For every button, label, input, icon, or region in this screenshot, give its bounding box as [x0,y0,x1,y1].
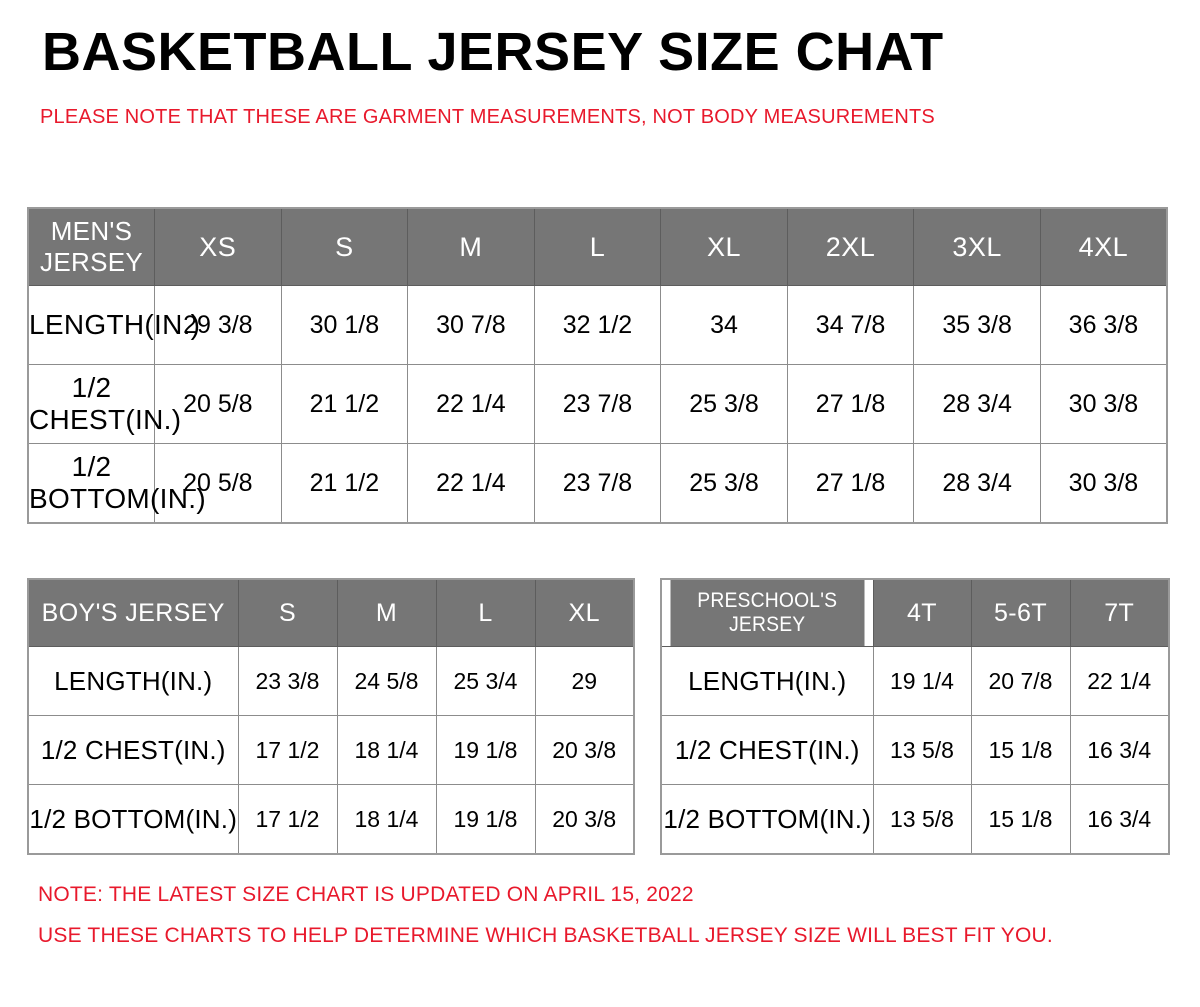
boys-row-label-bottom: 1/2 BOTTOM(IN.) [27,784,239,855]
preschool-table-header-row: PRESCHOOL'S JERSEY 4T 5-6T 7T [661,578,1170,647]
boys-bottom-s: 17 1/2 [237,784,338,855]
mens-bottom-xs: 20 5/8 [154,443,282,524]
mens-jersey-size-table: MEN'S JERSEY XS S M L XL 2XL 3XL 4XL LEN… [27,207,1168,524]
table-row: 1/2 BOTTOM(IN.) 20 5/8 21 1/2 22 1/4 23 … [27,443,1168,524]
preschool-length-5-6t: 20 7/8 [970,646,1071,716]
table-row: LENGTH(IN.) 23 3/8 24 5/8 25 3/4 29 [27,646,635,716]
table-row: 1/2 CHEST(IN.) 17 1/2 18 1/4 19 1/8 20 3… [27,715,635,785]
mens-column-header-3xl: 3XL [913,207,1041,286]
boys-bottom-xl: 20 3/8 [534,784,635,855]
boys-jersey-size-table: BOY'S JERSEY S M L XL LENGTH(IN.) 23 3/8… [27,578,635,855]
measurement-disclaimer: PLEASE NOTE THAT THESE ARE GARMENT MEASU… [40,106,935,128]
boys-length-l: 25 3/4 [435,646,536,716]
boys-bottom-m: 18 1/4 [336,784,437,855]
mens-column-header-xl: XL [660,207,788,286]
mens-row-label-length: LENGTH(IN.) [27,285,200,365]
preschool-length-7t: 22 1/4 [1069,646,1170,716]
mens-table-header-row: MEN'S JERSEY XS S M L XL 2XL 3XL 4XL [27,207,1168,286]
preschool-bottom-4t: 13 5/8 [872,784,972,855]
boys-row-label-length: LENGTH(IN.) [27,646,239,716]
mens-column-header-s: S [280,207,409,286]
preschool-column-header-4t: 4T [872,578,972,647]
mens-column-header-xs: XS [154,207,282,286]
preschool-table-title-cell: PRESCHOOL'S JERSEY [669,578,865,647]
mens-chest-xl: 25 3/8 [660,364,788,444]
mens-column-header-2xl: 2XL [786,207,915,286]
table-row: 1/2 CHEST(IN.) 13 5/8 15 1/8 16 3/4 [660,715,1170,785]
preschool-chest-5-6t: 15 1/8 [970,715,1071,785]
table-row: 1/2 BOTTOM(IN.) 13 5/8 15 1/8 16 3/4 [660,784,1170,855]
preschool-column-header-7t: 7T [1069,578,1170,647]
mens-bottom-s: 21 1/2 [280,443,409,524]
table-row: LENGTH(IN.) 19 1/4 20 7/8 22 1/4 [660,646,1170,716]
boys-chest-xl: 20 3/8 [534,715,635,785]
boys-table-header-row: BOY'S JERSEY S M L XL [27,578,635,647]
mens-bottom-4xl: 30 3/8 [1039,443,1168,524]
mens-row-label-bottom: 1/2 BOTTOM(IN.) [27,443,206,524]
preschool-bottom-5-6t: 15 1/8 [970,784,1071,855]
boys-chest-s: 17 1/2 [237,715,338,785]
footer-note-guidance: USE THESE CHARTS TO HELP DETERMINE WHICH… [38,924,1053,947]
preschool-bottom-7t: 16 3/4 [1069,784,1170,855]
boys-length-xl: 29 [534,646,635,716]
mens-bottom-xl: 25 3/8 [660,443,788,524]
mens-column-header-4xl: 4XL [1039,207,1168,286]
footer-note-update: NOTE: THE LATEST SIZE CHART IS UPDATED O… [38,883,694,906]
boys-column-header-xl: XL [534,578,635,647]
mens-chest-4xl: 30 3/8 [1039,364,1168,444]
mens-length-xs: 29 3/8 [154,285,282,365]
footer-notes: NOTE: THE LATEST SIZE CHART IS UPDATED O… [38,884,1158,966]
mens-bottom-2xl: 27 1/8 [786,443,915,524]
mens-chest-3xl: 28 3/4 [913,364,1041,444]
mens-length-s: 30 1/8 [280,285,409,365]
mens-table-body: MEN'S JERSEY XS S M L XL 2XL 3XL 4XL LEN… [27,207,1168,524]
preschool-row-label-chest: 1/2 CHEST(IN.) [660,715,874,785]
mens-chest-2xl: 27 1/8 [786,364,915,444]
preschool-table-body: PRESCHOOL'S JERSEY 4T 5-6T 7T LENGTH(IN.… [660,578,1170,855]
mens-chest-m: 22 1/4 [407,364,535,444]
mens-length-3xl: 35 3/8 [913,285,1041,365]
boys-column-header-s: S [237,578,338,647]
mens-bottom-l: 23 7/8 [533,443,662,524]
boys-table-title-cell: BOY'S JERSEY [27,578,239,647]
mens-column-header-l: L [533,207,662,286]
boys-table-body: BOY'S JERSEY S M L XL LENGTH(IN.) 23 3/8… [27,578,635,855]
mens-length-m: 30 7/8 [407,285,535,365]
mens-length-4xl: 36 3/8 [1039,285,1168,365]
preschool-column-header-5-6t: 5-6T [970,578,1071,647]
preschool-length-4t: 19 1/4 [872,646,972,716]
preschool-chest-4t: 13 5/8 [872,715,972,785]
boys-bottom-l: 19 1/8 [435,784,536,855]
table-row: LENGTH(IN.) 29 3/8 30 1/8 30 7/8 32 1/2 … [27,285,1168,365]
boys-column-header-m: M [336,578,437,647]
mens-column-header-m: M [407,207,535,286]
boys-chest-m: 18 1/4 [336,715,437,785]
page-title: BASKETBALL JERSEY SIZE CHAT [42,22,944,82]
preschool-jersey-size-table: PRESCHOOL'S JERSEY 4T 5-6T 7T LENGTH(IN.… [660,578,1170,855]
boys-length-s: 23 3/8 [237,646,338,716]
mens-row-label-chest: 1/2 CHEST(IN.) [27,364,181,444]
mens-bottom-3xl: 28 3/4 [913,443,1041,524]
boys-column-header-l: L [435,578,536,647]
boys-length-m: 24 5/8 [336,646,437,716]
boys-chest-l: 19 1/8 [435,715,536,785]
mens-length-2xl: 34 7/8 [786,285,915,365]
mens-table-title-cell: MEN'S JERSEY [27,207,156,286]
mens-bottom-m: 22 1/4 [407,443,535,524]
mens-length-xl: 34 [660,285,788,365]
preschool-row-label-bottom: 1/2 BOTTOM(IN.) [660,784,874,855]
table-row: 1/2 BOTTOM(IN.) 17 1/2 18 1/4 19 1/8 20 … [27,784,635,855]
mens-length-l: 32 1/2 [533,285,662,365]
mens-chest-s: 21 1/2 [280,364,409,444]
preschool-chest-7t: 16 3/4 [1069,715,1170,785]
table-row: 1/2 CHEST(IN.) 20 5/8 21 1/2 22 1/4 23 7… [27,364,1168,444]
mens-chest-l: 23 7/8 [533,364,662,444]
boys-row-label-chest: 1/2 CHEST(IN.) [27,715,239,785]
preschool-row-label-length: LENGTH(IN.) [660,646,874,716]
